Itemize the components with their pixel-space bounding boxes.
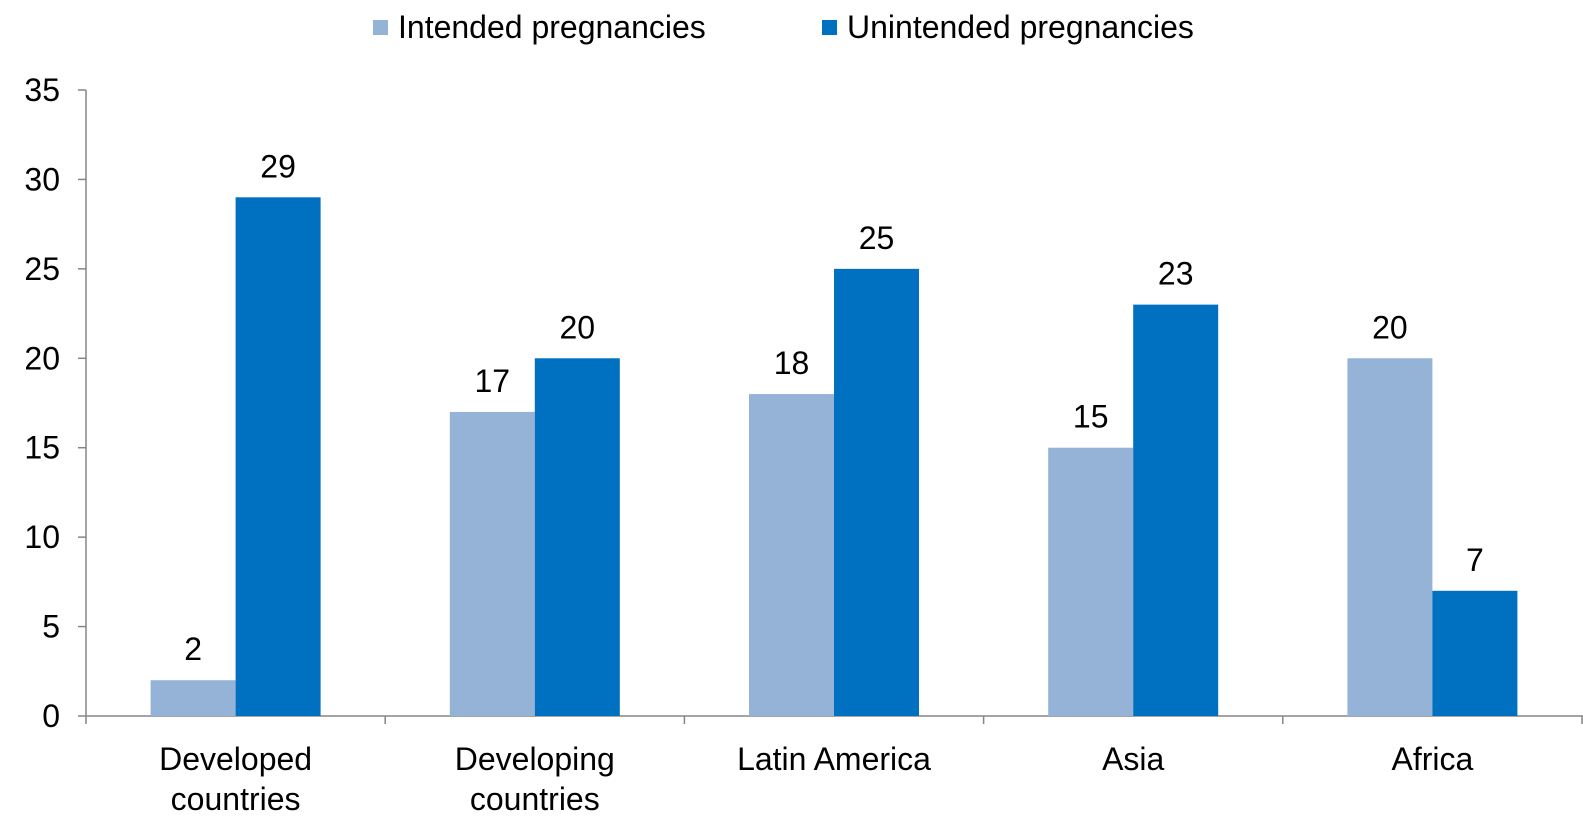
data-label: 29 [260,148,296,184]
data-label: 2 [184,631,202,667]
y-tick-label: 20 [24,340,60,376]
y-tick-label: 5 [42,609,60,645]
y-tick-label: 0 [42,698,60,734]
x-tick-label: Asia [1102,741,1164,777]
x-tick-label-line: countries [171,781,301,817]
data-label: 25 [859,220,895,256]
data-label: 20 [560,309,596,345]
data-label: 17 [475,363,511,399]
legend-label: Unintended pregnancies [847,9,1194,45]
x-tick-label: Developing countries [455,741,615,817]
legend-swatch [822,20,837,35]
y-tick-label: 30 [24,161,60,197]
bar [1347,358,1433,716]
data-label: 20 [1372,309,1408,345]
bar [150,680,236,716]
bar [834,268,919,716]
x-tick-label-line: countries [470,781,600,817]
y-tick-label: 35 [24,72,60,108]
x-tick-label-line: Developed [159,741,312,777]
legend-swatch [373,20,388,35]
bar [1432,590,1518,716]
data-label: 7 [1466,542,1484,578]
bar [1048,447,1134,716]
y-tick-label: 15 [24,430,60,466]
y-tick-label: 10 [24,519,60,555]
x-tick-label-line: Developing [455,741,615,777]
y-tick-label: 25 [24,251,60,287]
x-tick-label: Africa [1392,741,1474,777]
x-tick-label: Latin America [737,741,931,777]
bar [534,358,620,716]
data-label: 18 [774,345,810,381]
data-label: 23 [1158,256,1194,292]
data-label: 15 [1073,399,1109,435]
legend: Intended pregnancies Unintended pregnanci… [373,9,1194,45]
bar [1133,304,1219,716]
x-tick-label: Developed countries [159,741,312,817]
bar [235,197,321,717]
legend-label: Intended pregnancies [398,9,706,45]
bar [749,394,834,716]
bar [449,411,535,716]
